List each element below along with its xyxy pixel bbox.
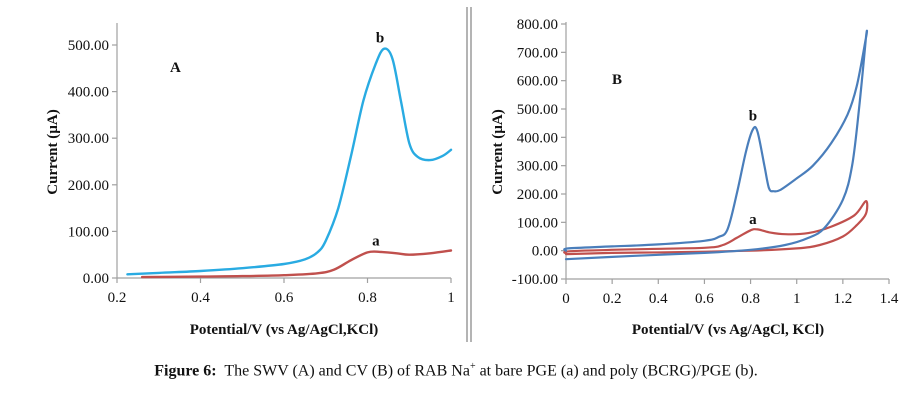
y-tick-label-b: 400.00	[517, 130, 558, 146]
y-tick-label-b: 200.00	[517, 187, 558, 203]
x-tick-label-b: 0.8	[741, 291, 760, 307]
y-tick-label-a: 300.00	[68, 131, 109, 147]
y-tick-label-b: 0.00	[532, 244, 558, 260]
panel-label-a: A	[170, 60, 181, 76]
x-tick-label-a: 0.8	[358, 290, 377, 306]
chart-panel-b: Current (µA) Potential/V (vs Ag/AgCl, KC…	[490, 17, 899, 338]
x-tick-label-b: 1	[793, 291, 801, 307]
x-tick-label-a: 0.6	[275, 290, 294, 306]
x-axis-title-b: Potential/V (vs Ag/AgCl, KCl)	[632, 322, 824, 338]
y-tick-label-a: 400.00	[68, 85, 109, 101]
series-label-a-b: b	[376, 31, 384, 47]
x-tick-label-b: 0.6	[695, 291, 714, 307]
x-tick-label-b: 1.4	[880, 291, 899, 307]
series-label-b-b: b	[749, 108, 757, 124]
caption-text-1: The SWV (A) and CV (B) of RAB Na	[224, 362, 470, 380]
series-line-a-b	[126, 47, 453, 276]
y-tick-label-a: 200.00	[68, 178, 109, 194]
y-tick-label-b: 500.00	[517, 102, 558, 118]
y-tick-label-b: 100.00	[517, 215, 558, 231]
x-tick-label-b: 1.2	[833, 291, 852, 307]
y-tick-label-b: 700.00	[517, 45, 558, 61]
x-tick-label-a: 1	[447, 290, 455, 306]
y-tick-label-a: 100.00	[68, 224, 109, 240]
panel-label-b: B	[612, 72, 622, 88]
x-tick-label-b: 0.2	[603, 291, 622, 307]
series-line-a-a	[140, 249, 453, 279]
series-label-a-a: a	[372, 233, 380, 249]
y-tick-label-b: -100.00	[512, 272, 558, 288]
x-tick-label-b: 0	[562, 291, 570, 307]
x-tick-label-a: 0.2	[108, 290, 127, 306]
caption-superscript: +	[469, 361, 476, 372]
y-axis-title-b: Current (µA)	[490, 109, 506, 194]
caption-text-2: at bare PGE (a) and poly (BCRG)/PGE (b).	[475, 362, 758, 380]
y-tick-label-a: 500.00	[68, 38, 109, 54]
chart-panel-a: Current (µA) Potential/V (vs Ag/AgCl,KCl…	[45, 23, 455, 338]
caption-label: Figure 6:	[154, 362, 217, 380]
y-axis-title-a: Current (µA)	[45, 109, 61, 194]
y-tick-label-b: 300.00	[517, 159, 558, 175]
y-tick-label-a: 0.00	[83, 271, 109, 287]
series-line-b-a	[563, 200, 869, 256]
x-axis-title-a: Potential/V (vs Ag/AgCl,KCl)	[190, 322, 378, 338]
x-tick-label-a: 0.4	[191, 290, 210, 306]
series-line-b-b	[563, 29, 869, 261]
y-tick-label-b: 800.00	[517, 17, 558, 33]
figure-caption: Figure 6: The SWV (A) and CV (B) of RAB …	[0, 361, 912, 380]
x-tick-label-b: 0.4	[649, 291, 668, 307]
y-tick-label-b: 600.00	[517, 74, 558, 90]
series-label-b-a: a	[749, 212, 757, 228]
